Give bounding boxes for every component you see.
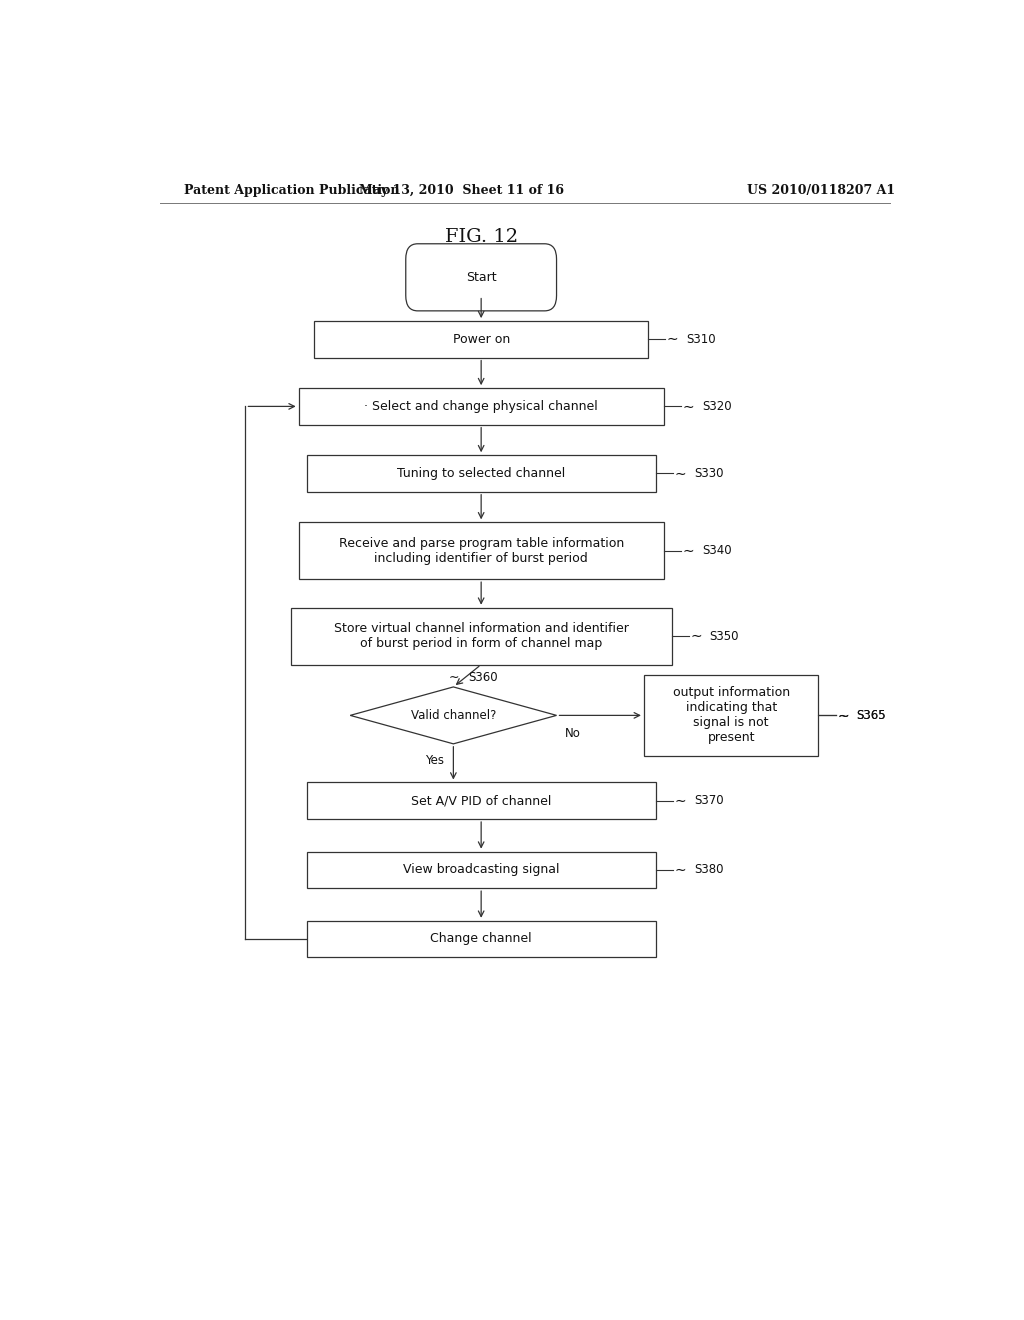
Text: Yes: Yes [425,754,443,767]
Text: View broadcasting signal: View broadcasting signal [402,863,559,876]
Text: ∼: ∼ [683,400,694,413]
Text: Set A/V PID of channel: Set A/V PID of channel [411,795,551,808]
Text: · Select and change physical channel: · Select and change physical channel [365,400,598,413]
Text: ∼: ∼ [667,333,679,346]
Text: No: No [564,727,581,741]
Text: S360: S360 [468,671,498,684]
FancyBboxPatch shape [406,244,557,312]
Text: ∼: ∼ [683,544,694,558]
Text: S310: S310 [686,333,716,346]
Text: May 13, 2010  Sheet 11 of 16: May 13, 2010 Sheet 11 of 16 [358,185,564,198]
FancyBboxPatch shape [314,321,648,358]
FancyBboxPatch shape [306,455,655,492]
Text: Change channel: Change channel [430,932,531,945]
Text: S330: S330 [694,467,723,480]
Text: S380: S380 [694,863,723,876]
FancyBboxPatch shape [291,607,672,664]
Text: Tuning to selected channel: Tuning to selected channel [397,467,565,480]
FancyBboxPatch shape [299,388,664,425]
FancyBboxPatch shape [299,523,664,579]
Text: ∼: ∼ [675,466,686,480]
Text: ∼: ∼ [675,793,686,808]
Text: S320: S320 [701,400,731,413]
Text: US 2010/0118207 A1: US 2010/0118207 A1 [748,185,895,198]
Text: Patent Application Publication: Patent Application Publication [183,185,399,198]
Text: S340: S340 [701,544,731,557]
FancyBboxPatch shape [306,921,655,957]
Text: ∼: ∼ [449,671,459,684]
Text: output information
indicating that
signal is not
present: output information indicating that signa… [673,686,790,744]
Text: Valid channel?: Valid channel? [411,709,496,722]
Text: ∼: ∼ [838,709,849,722]
FancyBboxPatch shape [644,675,818,756]
Text: S365: S365 [856,709,886,722]
Text: Start: Start [466,271,497,284]
Text: S350: S350 [710,630,739,643]
Text: S365: S365 [856,709,886,722]
Polygon shape [350,686,557,744]
FancyBboxPatch shape [306,851,655,888]
Text: S370: S370 [694,795,724,808]
FancyBboxPatch shape [306,783,655,818]
Text: ∼: ∼ [690,630,702,643]
Text: Store virtual channel information and identifier
of burst period in form of chan: Store virtual channel information and id… [334,622,629,651]
Text: Receive and parse program table information
including identifier of burst period: Receive and parse program table informat… [339,537,624,565]
Text: ∼: ∼ [838,709,849,722]
Text: ∼: ∼ [675,863,686,876]
Text: Power on: Power on [453,333,510,346]
Text: FIG. 12: FIG. 12 [444,227,518,246]
